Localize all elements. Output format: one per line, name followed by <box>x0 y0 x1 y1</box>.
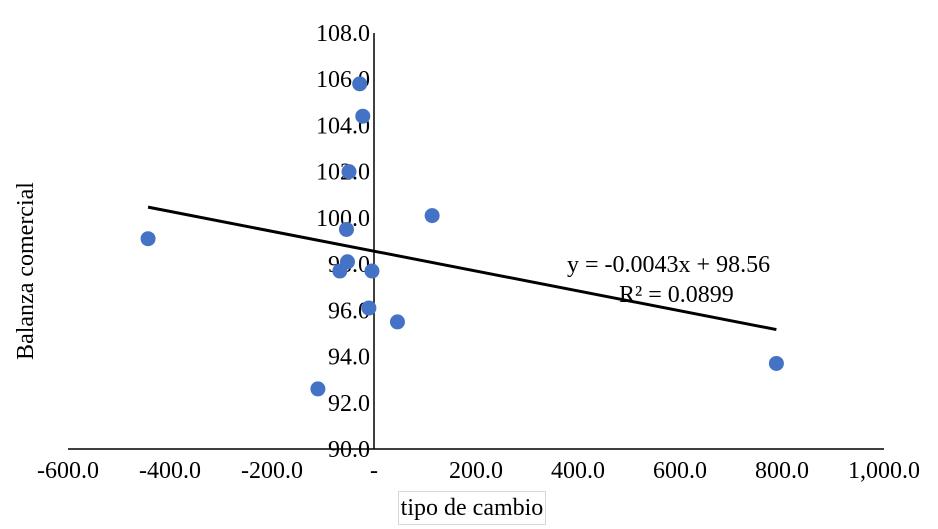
data-point <box>361 300 377 316</box>
data-points <box>140 76 784 397</box>
data-point <box>364 263 380 279</box>
data-point <box>140 231 156 247</box>
y-tick-label: 108.0 <box>316 21 370 47</box>
y-axis-title: Balanza comercial <box>13 182 39 360</box>
data-point <box>355 108 371 124</box>
x-tick-label: 200.0 <box>449 458 503 484</box>
data-point <box>310 381 326 397</box>
data-point <box>332 263 348 279</box>
x-tick-label: -600.0 <box>37 458 99 484</box>
x-tick-label: 600.0 <box>653 458 707 484</box>
x-tick-label: - <box>370 458 378 484</box>
x-tick-label: -200.0 <box>241 458 303 484</box>
data-point <box>768 355 784 371</box>
x-tick-label: 1,000.0 <box>848 458 920 484</box>
y-tick-label: 92.0 <box>328 391 370 417</box>
data-point <box>341 164 357 180</box>
data-point <box>352 76 368 92</box>
data-point <box>389 314 405 330</box>
data-point <box>424 208 440 224</box>
data-point <box>338 221 354 237</box>
x-axis-title: tipo de cambio <box>400 495 544 521</box>
y-tick-label: 94.0 <box>328 345 370 371</box>
trendline-equation: y = -0.0043x + 98.56 <box>567 252 770 278</box>
trendline-r-squared: R² = 0.0899 <box>619 282 734 308</box>
x-axis-title-box: tipo de cambio <box>398 491 546 525</box>
x-axis-tick-labels: -600.0 -400.0 -200.0-200.0 400.0 600.0 800.0 1… <box>37 458 920 484</box>
x-tick-label: -400.0 <box>139 458 201 484</box>
x-tick-label: 400.0 <box>551 458 605 484</box>
y-tick-label: 90.0 <box>328 437 370 463</box>
x-tick-label: 800.0 <box>755 458 809 484</box>
trendline <box>147 205 777 332</box>
